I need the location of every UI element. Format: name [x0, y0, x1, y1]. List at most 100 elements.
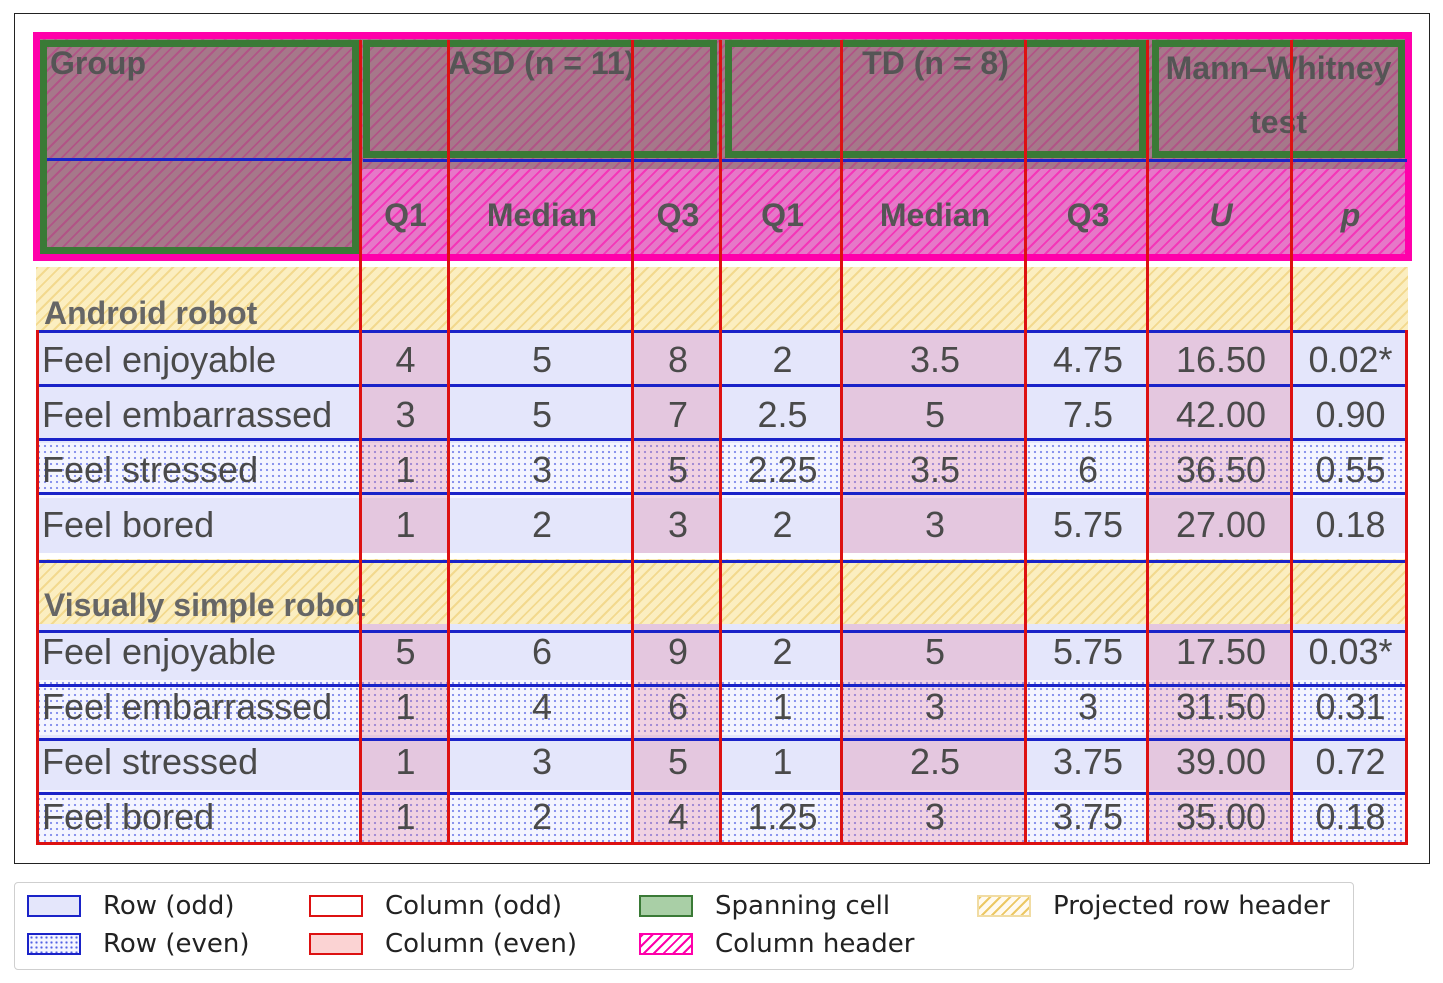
header-asd: ASD (n = 11)	[361, 35, 723, 169]
cell-td-median: 3.5	[843, 443, 1027, 498]
data-table: Group ASD (n = 11) TD (n = 8) Mann–Whitn…	[36, 35, 1409, 845]
cell-u: 42.00	[1149, 388, 1293, 443]
cell-td-median: 3.5	[843, 332, 1027, 387]
cell-asd-q1: 4	[361, 332, 450, 387]
table-row: Feel bored 1 2 4 1.25 3 3.75 35.00 0.18	[36, 789, 1409, 845]
cell-u: 17.50	[1149, 624, 1293, 679]
cell-td-median: 5	[843, 624, 1027, 679]
legend-column-header: Column header	[639, 929, 914, 959]
section-header-android: Android robot	[36, 267, 1409, 333]
cell-asd-median: 2	[531, 504, 553, 546]
section-header-visually-simple: Visually simple robot	[36, 559, 1409, 625]
legend-swatch-column-header	[639, 933, 693, 955]
cell-u: 35.00	[1149, 790, 1293, 845]
cell-p: 0.18	[1315, 796, 1386, 838]
row-label: Feel enjoyable	[42, 630, 277, 672]
table-row: Feel stressed 1 3 5 1 2.5 3.75 39.00 0.7…	[36, 734, 1409, 790]
cell-asd-median: 3	[531, 449, 553, 491]
legend-row-odd: Row (odd)	[27, 891, 235, 921]
legend-spanning: Spanning cell	[639, 891, 890, 921]
cell-td-q1: 1	[772, 686, 793, 728]
cell-asd-q3: 7	[634, 388, 722, 443]
header-td-q1: Q1	[722, 169, 844, 261]
cell-asd-median: 5	[531, 394, 553, 436]
header-mann-whitney: Mann–Whitney test	[1149, 35, 1409, 169]
header-p: p	[1293, 169, 1409, 261]
cell-td-median: 3	[843, 790, 1027, 845]
table-row: Feel embarrassed 1 4 6 1 3 3 31.50 0.31	[36, 679, 1409, 735]
cell-td-q3: 3.75	[1052, 741, 1124, 783]
row-label: Feel bored	[42, 796, 215, 838]
cell-u: 27.00	[1149, 498, 1293, 553]
cell-td-median: 2.5	[843, 735, 1027, 790]
row-label: Feel stressed	[42, 741, 259, 783]
cell-asd-q1: 1	[361, 735, 450, 790]
cell-asd-median: 5	[531, 339, 553, 381]
cell-u: 31.50	[1149, 680, 1293, 735]
cell-td-q1: 2.25	[747, 449, 818, 491]
cell-asd-q3: 3	[634, 498, 722, 553]
cell-td-median: 5	[843, 388, 1027, 443]
header-row-top: Group ASD (n = 11) TD (n = 8) Mann–Whitn…	[36, 35, 1409, 261]
cell-asd-q1: 3	[361, 388, 450, 443]
legend-swatch-row-even	[27, 933, 81, 955]
row-label: Feel bored	[42, 504, 215, 546]
cell-td-q1: 1	[772, 741, 793, 783]
legend-swatch-col-odd	[309, 895, 363, 917]
header-group: Group	[36, 35, 361, 261]
cell-td-median: 3	[843, 498, 1027, 553]
legend-col-odd: Column (odd)	[309, 891, 562, 921]
cell-td-q3: 4.75	[1052, 339, 1124, 381]
cell-td-q3: 3.75	[1052, 796, 1124, 838]
legend-label: Column header	[715, 929, 915, 959]
legend-swatch-row-odd	[27, 895, 81, 917]
header-asd-median: Median	[450, 169, 634, 261]
cell-p: 0.03*	[1308, 630, 1393, 672]
row-label: Feel enjoyable	[42, 339, 277, 381]
cell-td-q3: 3	[1078, 686, 1099, 728]
cell-asd-q3: 5	[634, 735, 722, 790]
cell-asd-q3: 6	[634, 680, 722, 735]
cell-asd-median: 6	[531, 630, 553, 672]
legend-swatch-projected	[977, 895, 1031, 917]
cell-td-q1: 1.25	[747, 796, 818, 838]
header-td: TD (n = 8)	[722, 35, 1150, 169]
legend: Row (odd) Row (even) Column (odd) Column…	[14, 882, 1354, 970]
table-row: Feel bored 1 2 3 2 3 5.75 27.00 0.18	[36, 497, 1409, 553]
cell-td-q1: 2.5	[757, 394, 808, 436]
header-td-median: Median	[843, 169, 1028, 261]
cell-td-q3: 6	[1078, 449, 1099, 491]
row-label: Feel stressed	[42, 449, 259, 491]
cell-td-q1: 2	[772, 630, 793, 672]
cell-td-q3: 5.75	[1052, 504, 1124, 546]
section-title: Android robot	[44, 295, 258, 332]
legend-label: Column (odd)	[385, 891, 563, 921]
table-row: Feel enjoyable 5 6 9 2 5 5.75 17.50 0.03…	[36, 624, 1409, 680]
cell-p: 0.18	[1315, 504, 1386, 546]
cell-asd-q1: 5	[361, 624, 450, 679]
header-asd-q1: Q1	[361, 169, 450, 261]
cell-asd-q1: 1	[361, 498, 450, 553]
header-u: U	[1149, 169, 1294, 261]
cell-asd-median: 2	[531, 796, 553, 838]
legend-label: Column (even)	[385, 929, 577, 959]
row-label: Feel embarrassed	[42, 686, 333, 728]
cell-asd-q1: 1	[361, 680, 450, 735]
cell-td-median: 3	[843, 680, 1027, 735]
legend-row-even: Row (even)	[27, 929, 249, 959]
cell-p: 0.90	[1315, 394, 1386, 436]
legend-label: Row (even)	[103, 929, 250, 959]
cell-asd-q3: 4	[634, 790, 722, 845]
cell-u: 36.50	[1149, 443, 1293, 498]
cell-td-q1: 2	[772, 504, 793, 546]
legend-label: Projected row header	[1053, 891, 1330, 921]
cell-p: 0.31	[1315, 686, 1386, 728]
cell-asd-q3: 8	[634, 332, 722, 387]
legend-col-even: Column (even)	[309, 929, 577, 959]
legend-projected: Projected row header	[977, 891, 1330, 921]
cell-u: 16.50	[1149, 332, 1293, 387]
table-row: Feel enjoyable 4 5 8 2 3.5 4.75 16.50 0.…	[36, 332, 1409, 388]
cell-td-q3: 5.75	[1052, 630, 1124, 672]
row-label: Feel embarrassed	[42, 394, 333, 436]
cell-td-q1: 2	[772, 339, 793, 381]
